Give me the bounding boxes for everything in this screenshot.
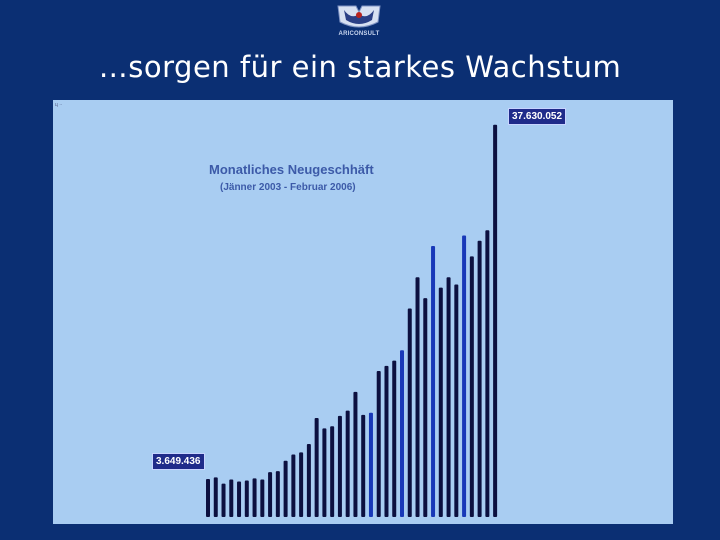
bar-2003-01	[206, 478, 210, 517]
slide-title: …sorgen für ein starkes Wachstum	[98, 50, 622, 84]
bar-2004-11	[376, 371, 381, 517]
bar-2006-01	[485, 230, 490, 517]
eagle-crest-icon	[337, 5, 381, 28]
bar-2003-02	[213, 477, 218, 517]
bar-2005-02	[400, 350, 404, 517]
bar-2004-01	[299, 452, 304, 518]
bar-2005-08	[446, 277, 451, 517]
bar-2004-12	[384, 365, 389, 517]
data-label-end: 37.630.052	[508, 108, 567, 125]
bar-2005-06	[431, 245, 436, 517]
bar-2005-10	[462, 235, 467, 517]
bar-2005-04	[415, 277, 420, 517]
bar-2004-05	[330, 426, 335, 517]
chart-panel: ц ·· Monatliches Neugeschhäft (Jänner 20…	[53, 100, 673, 524]
bar-2005-01	[392, 360, 397, 518]
bar-2003-12	[291, 454, 296, 517]
chart-title: Monatliches Neugeschhäft	[209, 162, 374, 177]
bar-2004-02	[306, 444, 311, 517]
bar-2003-03	[221, 483, 226, 517]
bar-2004-08	[353, 391, 358, 517]
corner-mark-icon: ц ··	[55, 102, 63, 108]
bar-2003-10	[275, 471, 280, 517]
bar-2003-07	[252, 478, 257, 517]
bar-2004-07	[345, 410, 350, 517]
bar-2005-05	[423, 298, 428, 517]
bar-2005-07	[438, 287, 443, 517]
bar-2003-08	[260, 479, 265, 517]
bar-2005-12	[477, 240, 482, 518]
bar-2003-05	[237, 481, 242, 518]
bar-2005-03	[407, 308, 412, 517]
bar-2004-03	[314, 417, 319, 517]
logo-text: ARICONSULT	[338, 31, 380, 37]
bar-2005-09	[454, 284, 459, 517]
bar-2004-10	[368, 412, 373, 517]
bar-chart	[206, 124, 498, 518]
bar-2003-09	[268, 472, 273, 517]
bar-2003-06	[244, 480, 249, 517]
bar-2004-09	[361, 414, 366, 517]
bar-2004-04	[322, 428, 327, 517]
bar-2003-04	[229, 479, 234, 517]
bar-2005-11	[469, 256, 474, 518]
chart-subtitle: (Jänner 2003 - Februar 2006)	[220, 182, 356, 193]
bar-2006-02	[493, 124, 498, 518]
bar-2004-06	[337, 415, 342, 517]
data-label-start: 3.649.436	[152, 453, 205, 470]
bar-2003-11	[283, 460, 288, 517]
ariconsult-logo: ARICONSULT	[334, 2, 384, 40]
